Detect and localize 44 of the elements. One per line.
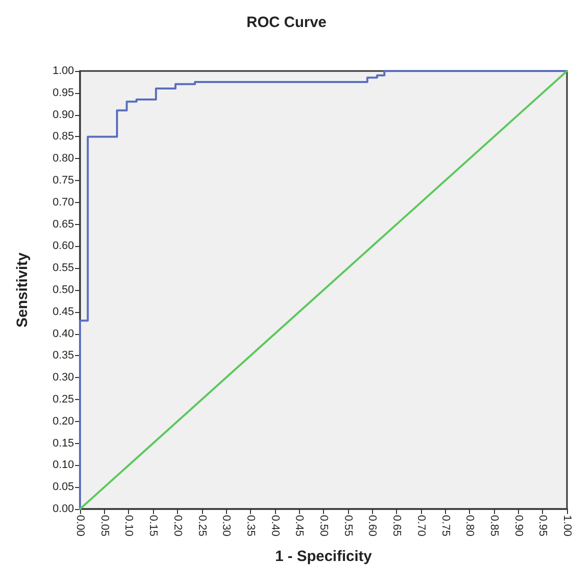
y-tick-label: 0.25 — [52, 394, 74, 406]
y-tick-label: 1.00 — [52, 65, 74, 77]
y-tick-label: 0.10 — [52, 459, 74, 472]
x-tick-label: 0.35 — [244, 515, 256, 536]
y-tick-label: 0.15 — [52, 437, 74, 450]
x-tick-label: 0.65 — [390, 515, 403, 536]
x-tick-label: 0.80 — [464, 515, 476, 536]
y-tick-label: 0.05 — [52, 481, 74, 494]
x-tick-label: 0.55 — [342, 515, 354, 536]
y-tick-label: 0.35 — [52, 350, 74, 362]
y-tick-label: 0.80 — [52, 152, 74, 165]
x-tick-label: 0.50 — [318, 515, 330, 536]
x-tick-label: 0.85 — [488, 515, 500, 536]
y-tick-label: 0.75 — [52, 174, 74, 186]
y-tick-label: 0.45 — [52, 306, 74, 318]
y-tick-label: 0.60 — [52, 240, 74, 252]
y-tick-label: 0.40 — [52, 328, 74, 340]
x-tick-label: 0.95 — [536, 515, 549, 536]
x-tick-label: 0.20 — [171, 515, 184, 536]
x-tick-label: 0.25 — [196, 515, 208, 536]
y-tick-label: 0.65 — [52, 218, 74, 230]
x-tick-label: 0.75 — [439, 515, 452, 536]
y-tick-label: 0.95 — [52, 86, 74, 99]
x-axis-title: 1 - Specificity — [275, 548, 373, 565]
y-tick-label: 0.85 — [52, 130, 74, 143]
y-tick-label: 0.00 — [52, 503, 74, 515]
y-tick-label: 0.70 — [52, 196, 74, 208]
x-tick-label: 1.00 — [561, 515, 573, 536]
y-tick-label: 0.90 — [52, 108, 74, 121]
x-tick-label: 0.10 — [122, 515, 135, 536]
y-tick-label: 0.30 — [52, 372, 74, 384]
x-tick-label: 0.30 — [220, 515, 232, 536]
x-tick-label: 0.15 — [147, 515, 160, 536]
x-tick-label: 0.90 — [512, 515, 524, 536]
chart-title: ROC Curve — [246, 14, 327, 31]
y-tick-label: 0.20 — [52, 415, 74, 428]
y-tick-label: 0.50 — [52, 284, 74, 296]
y-axis-title: Sensitivity — [14, 252, 31, 328]
x-tick-label: 0.70 — [414, 515, 427, 536]
y-tick-label: 0.55 — [52, 262, 74, 274]
x-tick-label: 0.05 — [98, 515, 110, 536]
x-tick-label: 0.45 — [293, 515, 306, 536]
x-tick-label: 0.60 — [366, 515, 378, 536]
x-tick-label: 0.40 — [268, 515, 281, 536]
